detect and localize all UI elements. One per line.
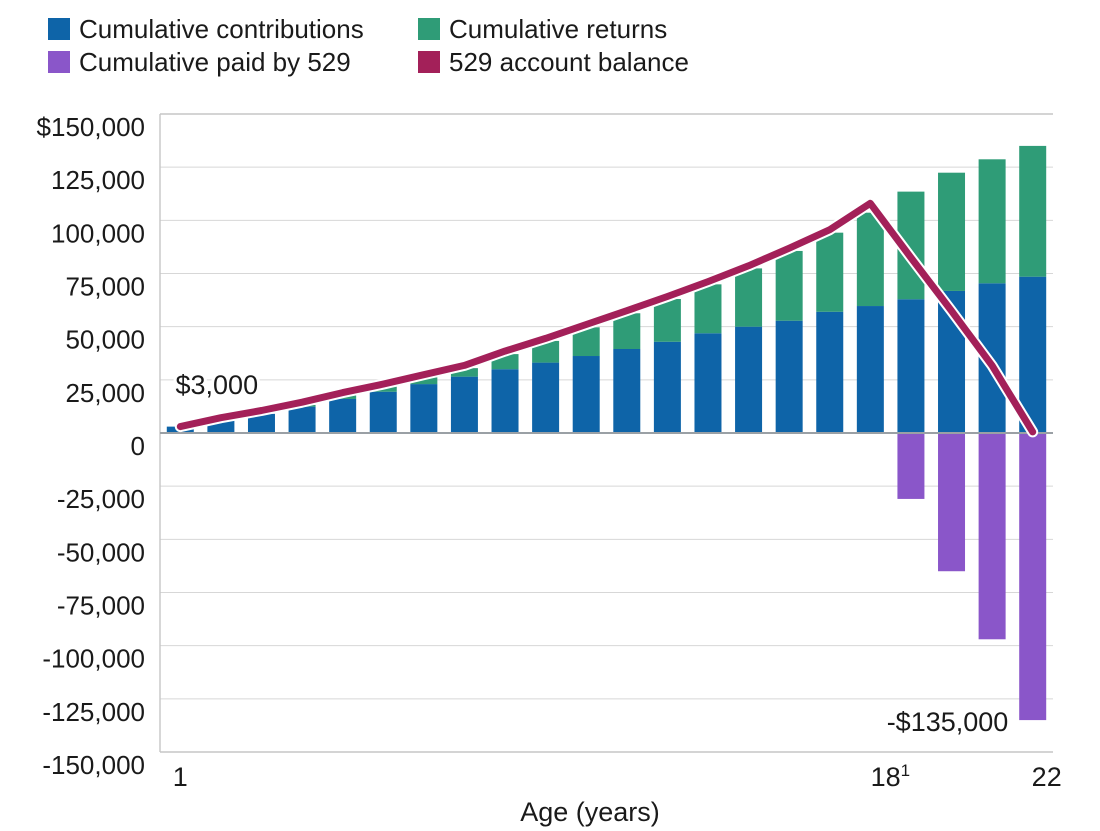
legend-label-contributions: Cumulative contributions bbox=[79, 14, 364, 44]
y-tick-label-125000: 125,000 bbox=[51, 165, 145, 195]
x-axis-title: Age (years) bbox=[520, 797, 660, 827]
x-tick-label-22: 22 bbox=[1032, 762, 1062, 792]
bar-returns-age-10 bbox=[532, 340, 560, 363]
bar-contributions-age-14 bbox=[694, 333, 722, 433]
bar-contributions-age-3 bbox=[247, 413, 275, 433]
bar-returns-age-17 bbox=[816, 232, 844, 312]
balance-line bbox=[176, 199, 1037, 436]
bar-returns-age-18 bbox=[856, 212, 884, 307]
bar-contributions-age-18 bbox=[856, 306, 884, 433]
bar-contributions-age-15 bbox=[735, 326, 763, 433]
bar-returns-age-8 bbox=[450, 368, 478, 377]
legend-swatch-balance bbox=[418, 51, 440, 73]
bar-paid-age-22 bbox=[1019, 434, 1047, 721]
bar-returns-age-15 bbox=[735, 268, 763, 327]
y-tick-label-75000: 75,000 bbox=[65, 272, 145, 302]
legend-item-cumulative-paid-by-529: Cumulative paid by 529 bbox=[48, 49, 351, 75]
bar-contributions-age-4 bbox=[288, 406, 316, 433]
bar-returns-age-13 bbox=[653, 299, 681, 342]
y-tick-label--100000: -100,000 bbox=[42, 644, 145, 674]
legend-label-paid: Cumulative paid by 529 bbox=[79, 47, 351, 77]
y-tick-label--75000: -75,000 bbox=[57, 591, 145, 621]
bar-returns-age-20 bbox=[938, 172, 966, 291]
x-tick-label-1: 1 bbox=[173, 762, 188, 792]
y-tick-label--125000: -125,000 bbox=[42, 697, 145, 727]
y-tick-label-50000: 50,000 bbox=[65, 325, 145, 355]
bar-contributions-age-13 bbox=[653, 341, 681, 433]
bar-paid-age-21 bbox=[978, 434, 1006, 640]
y-tick-label-150000: $150,000 bbox=[37, 112, 145, 142]
legend-swatch-paid bbox=[48, 51, 70, 73]
bar-returns-age-21 bbox=[978, 159, 1006, 284]
legend-swatch-returns bbox=[418, 18, 440, 40]
bar-paid-age-19 bbox=[897, 434, 925, 499]
bar-returns-age-14 bbox=[694, 284, 722, 334]
y-tick-label--25000: -25,000 bbox=[57, 484, 145, 514]
annotation-0: $3,000 bbox=[176, 370, 259, 400]
legend-item-cumulative-contributions: Cumulative contributions bbox=[48, 16, 364, 42]
bar-contributions-age-11 bbox=[572, 356, 600, 433]
y-tick-label-25000: 25,000 bbox=[65, 378, 145, 408]
bar-contributions-age-10 bbox=[532, 362, 560, 433]
legend-label-returns: Cumulative returns bbox=[449, 14, 668, 44]
bar-returns-age-22 bbox=[1019, 145, 1047, 277]
bar-contributions-age-8 bbox=[450, 376, 478, 433]
legend-item-529-account-balance: 529 account balance bbox=[418, 49, 689, 75]
y-tick-label--150000: -150,000 bbox=[42, 750, 145, 780]
bar-contributions-age-9 bbox=[491, 369, 519, 433]
bar-contributions-age-17 bbox=[816, 311, 844, 433]
y-tick-label--50000: -50,000 bbox=[57, 537, 145, 567]
x-tick-label-18: 181 bbox=[871, 761, 911, 792]
y-tick-label-0: 0 bbox=[131, 431, 145, 461]
bar-contributions-age-5 bbox=[329, 398, 357, 433]
legend-swatch-contributions bbox=[48, 18, 70, 40]
legend-item-cumulative-returns: Cumulative returns bbox=[418, 16, 667, 42]
annotation-1: -$135,000 bbox=[887, 707, 1009, 737]
bar-paid-age-20 bbox=[938, 434, 966, 572]
bar-returns-age-16 bbox=[775, 250, 803, 321]
bar-contributions-age-19 bbox=[897, 299, 925, 433]
bar-contributions-age-12 bbox=[613, 348, 641, 433]
bar-contributions-age-6 bbox=[369, 391, 397, 433]
bar-contributions-age-16 bbox=[775, 320, 803, 433]
bar-contributions-age-7 bbox=[410, 384, 438, 433]
legend-label-balance: 529 account balance bbox=[449, 47, 689, 77]
bar-returns-age-7 bbox=[410, 377, 438, 385]
y-tick-label-100000: 100,000 bbox=[51, 218, 145, 248]
